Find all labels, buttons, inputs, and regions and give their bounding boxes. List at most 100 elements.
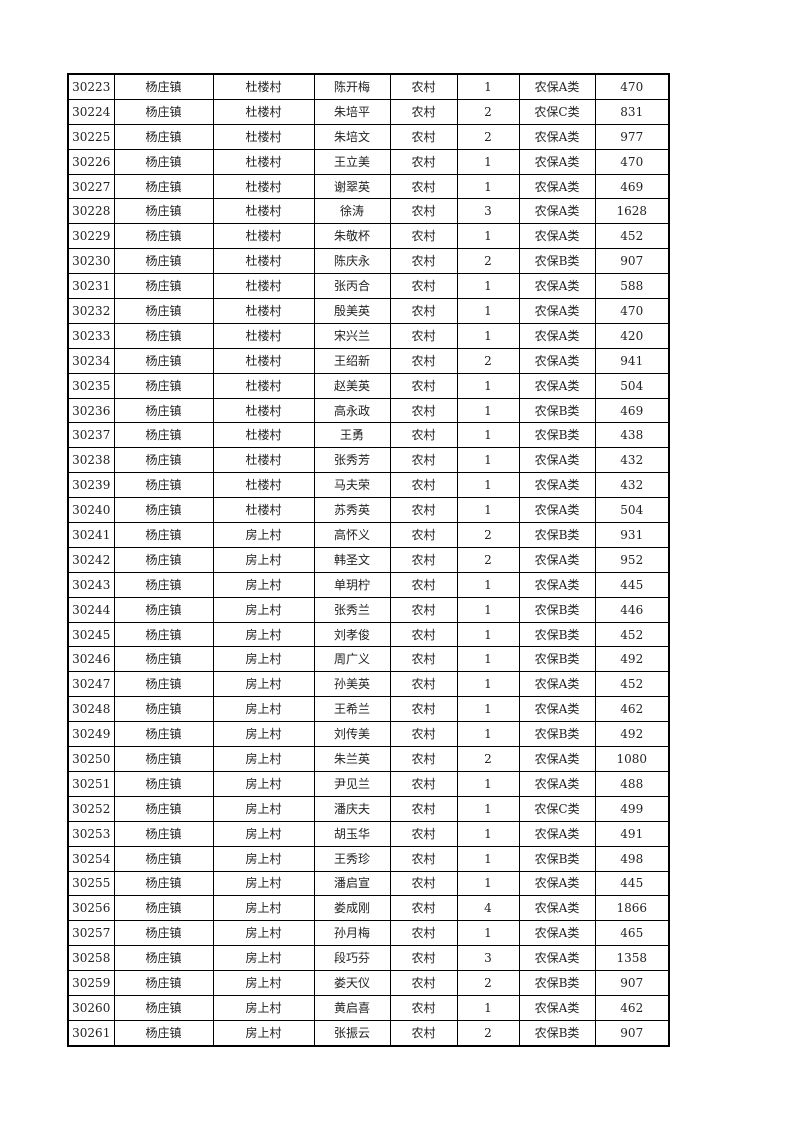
count-cell: 1 — [456, 721, 520, 748]
id-cell: 30224 — [67, 98, 115, 125]
town-cell: 杨庄镇 — [113, 223, 214, 250]
table-row: 30235 杨庄镇 杜楼村 赵美英 农村 1 农保A类 504 — [67, 372, 670, 399]
count-cell: 1 — [456, 820, 520, 847]
count-cell: 1 — [456, 795, 520, 822]
category-cell: 农保A类 — [518, 447, 596, 474]
table-row: 30227 杨庄镇 杜楼村 谢翠英 农村 1 农保A类 469 — [67, 173, 670, 200]
town-cell: 杨庄镇 — [113, 397, 214, 424]
town-cell: 杨庄镇 — [113, 621, 214, 648]
town-cell: 杨庄镇 — [113, 248, 214, 275]
id-cell: 30255 — [67, 870, 115, 897]
count-cell: 2 — [456, 1019, 520, 1047]
category-cell: 农保B类 — [518, 596, 596, 623]
area-type-cell: 农村 — [389, 621, 458, 648]
name-cell: 胡玉华 — [313, 820, 391, 847]
category-cell: 农保A类 — [518, 123, 596, 150]
town-cell: 杨庄镇 — [113, 422, 214, 449]
category-cell: 农保A类 — [518, 148, 596, 175]
village-cell: 杜楼村 — [212, 98, 315, 125]
category-cell: 农保A类 — [518, 945, 596, 972]
amount-cell: 452 — [594, 671, 670, 698]
category-cell: 农保A类 — [518, 571, 596, 598]
name-cell: 潘启宣 — [313, 870, 391, 897]
amount-cell: 499 — [594, 795, 670, 822]
table-row: 30234 杨庄镇 杜楼村 王绍新 农村 2 农保A类 941 — [67, 347, 670, 374]
area-type-cell: 农村 — [389, 795, 458, 822]
id-cell: 30253 — [67, 820, 115, 847]
area-type-cell: 农村 — [389, 347, 458, 374]
id-cell: 30237 — [67, 422, 115, 449]
table-row: 30231 杨庄镇 杜楼村 张丙合 农村 1 农保A类 588 — [67, 273, 670, 300]
id-cell: 30242 — [67, 546, 115, 573]
count-cell: 1 — [456, 223, 520, 250]
village-cell: 杜楼村 — [212, 248, 315, 275]
table-row: 30245 杨庄镇 房上村 刘孝俊 农村 1 农保B类 452 — [67, 621, 670, 648]
table-row: 30236 杨庄镇 杜楼村 高永政 农村 1 农保B类 469 — [67, 397, 670, 424]
name-cell: 朱兰英 — [313, 746, 391, 772]
town-cell: 杨庄镇 — [113, 298, 214, 324]
town-cell: 杨庄镇 — [113, 472, 214, 499]
count-cell: 3 — [456, 945, 520, 972]
amount-cell: 492 — [594, 721, 670, 748]
village-cell: 杜楼村 — [212, 372, 315, 399]
area-type-cell: 农村 — [389, 970, 458, 996]
id-cell: 30225 — [67, 123, 115, 150]
town-cell: 杨庄镇 — [113, 820, 214, 847]
id-cell: 30256 — [67, 895, 115, 922]
area-type-cell: 农村 — [389, 98, 458, 125]
table-row: 30228 杨庄镇 杜楼村 徐涛 农村 3 农保A类 1628 — [67, 198, 670, 225]
amount-cell: 469 — [594, 173, 670, 200]
count-cell: 3 — [456, 198, 520, 225]
name-cell: 王立美 — [313, 148, 391, 175]
name-cell: 刘传美 — [313, 721, 391, 748]
table-body: 30223 杨庄镇 杜楼村 陈开梅 农村 1 农保A类 470 30224 杨庄镇 杜楼村 朱培平 农村… — [67, 73, 670, 1047]
id-cell: 30254 — [67, 845, 115, 872]
count-cell: 1 — [456, 148, 520, 175]
village-cell: 杜楼村 — [212, 497, 315, 524]
category-cell: 农保A类 — [518, 920, 596, 947]
area-type-cell: 农村 — [389, 920, 458, 947]
amount-cell: 445 — [594, 870, 670, 897]
category-cell: 农保A类 — [518, 198, 596, 225]
town-cell: 杨庄镇 — [113, 1019, 214, 1047]
count-cell: 2 — [456, 522, 520, 548]
table-row: 30246 杨庄镇 房上村 周广义 农村 1 农保B类 492 — [67, 646, 670, 673]
name-cell: 黄启喜 — [313, 994, 391, 1021]
count-cell: 1 — [456, 696, 520, 723]
village-cell: 房上村 — [212, 746, 315, 772]
area-type-cell: 农村 — [389, 895, 458, 922]
name-cell: 张秀芳 — [313, 447, 391, 474]
category-cell: 农保A类 — [518, 173, 596, 200]
id-cell: 30248 — [67, 696, 115, 723]
category-cell: 农保A类 — [518, 322, 596, 349]
name-cell: 尹见兰 — [313, 770, 391, 797]
table-row: 30250 杨庄镇 房上村 朱兰英 农村 2 农保A类 1080 — [67, 746, 670, 772]
area-type-cell: 农村 — [389, 472, 458, 499]
amount-cell: 420 — [594, 322, 670, 349]
category-cell: 农保A类 — [518, 895, 596, 922]
amount-cell: 469 — [594, 397, 670, 424]
count-cell: 1 — [456, 173, 520, 200]
id-cell: 30230 — [67, 248, 115, 275]
village-cell: 房上村 — [212, 795, 315, 822]
amount-cell: 907 — [594, 1019, 670, 1047]
amount-cell: 445 — [594, 571, 670, 598]
area-type-cell: 农村 — [389, 322, 458, 349]
area-type-cell: 农村 — [389, 945, 458, 972]
category-cell: 农保B类 — [518, 721, 596, 748]
id-cell: 30239 — [67, 472, 115, 499]
town-cell: 杨庄镇 — [113, 945, 214, 972]
table-row: 30253 杨庄镇 房上村 胡玉华 农村 1 农保A类 491 — [67, 820, 670, 847]
amount-cell: 452 — [594, 223, 670, 250]
id-cell: 30241 — [67, 522, 115, 548]
count-cell: 1 — [456, 397, 520, 424]
table-row: 30257 杨庄镇 房上村 孙月梅 农村 1 农保A类 465 — [67, 920, 670, 947]
table-row: 30238 杨庄镇 杜楼村 张秀芳 农村 1 农保A类 432 — [67, 447, 670, 474]
area-type-cell: 农村 — [389, 746, 458, 772]
amount-cell: 470 — [594, 73, 670, 100]
area-type-cell: 农村 — [389, 273, 458, 300]
village-cell: 房上村 — [212, 945, 315, 972]
name-cell: 王绍新 — [313, 347, 391, 374]
amount-cell: 488 — [594, 770, 670, 797]
count-cell: 4 — [456, 895, 520, 922]
